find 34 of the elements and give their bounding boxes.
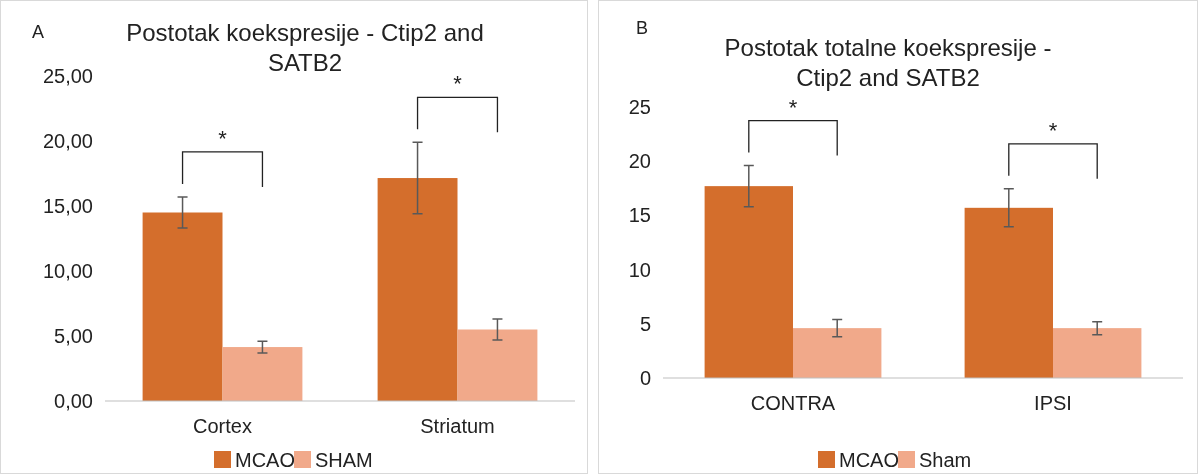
legend-label: MCAO: [839, 449, 899, 471]
text: A: [32, 22, 45, 42]
x-tick-label: Striatum: [420, 415, 495, 437]
x-tick-label: IPSI: [1034, 392, 1072, 414]
y-tick-label: 5: [639, 312, 651, 335]
bar: [704, 186, 793, 378]
y-tick-label: 0,00: [54, 390, 93, 412]
annotation: *: [1048, 117, 1058, 143]
bar: [142, 212, 223, 401]
y-tick-label: 15: [628, 204, 651, 227]
y-tick-label: 25: [628, 96, 651, 118]
y-tick-label: 20,00: [42, 130, 93, 152]
y-tick-label: 20: [628, 150, 651, 173]
annotation: *: [218, 125, 228, 151]
legend-label: Sham: [919, 449, 972, 471]
bar: [964, 207, 1053, 378]
y-tick-label: 10,00: [42, 260, 93, 282]
bar: [222, 347, 303, 401]
bar: [1053, 328, 1142, 378]
y-tick-label: 25,00: [42, 65, 93, 87]
y-tick-label: 5,00: [54, 325, 93, 347]
text: B: [636, 18, 649, 38]
bar: [793, 328, 882, 378]
y-tick-label: 10: [628, 258, 651, 281]
legend-label: SHAM: [315, 449, 373, 471]
chart-title: Postotak totalne koekspresije - Ctip2 and SATB2: [724, 34, 1052, 91]
bar: [377, 178, 458, 401]
legend-label: MCAO: [235, 449, 295, 471]
annotation: *: [788, 94, 798, 120]
bar: [457, 329, 538, 401]
x-tick-label: CONTRA: [750, 392, 836, 414]
y-tick-label: 15,00: [42, 195, 93, 217]
x-tick-label: Cortex: [193, 415, 252, 437]
y-tick-label: 0: [639, 367, 651, 389]
